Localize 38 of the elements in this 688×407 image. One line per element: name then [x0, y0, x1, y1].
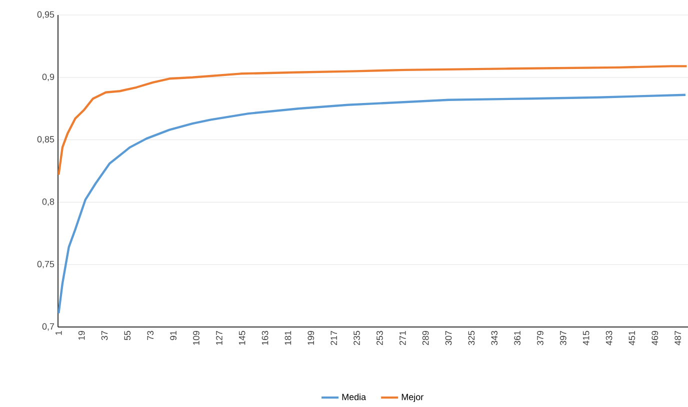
x-tick-label: 127 [216, 330, 222, 345]
x-tick-label: 289 [422, 330, 429, 346]
x-tick-label: 325 [468, 330, 475, 346]
x-tick-label: 235 [354, 330, 360, 346]
x-tick-label: 181 [284, 330, 292, 345]
x-tick-label: 145 [238, 330, 246, 345]
line-series [58, 94, 687, 314]
legend-label: Media [342, 394, 366, 400]
x-tick-label: 163 [262, 330, 268, 345]
x-tick-label: 379 [537, 330, 544, 346]
x-tick-label: 433 [606, 330, 612, 346]
y-tick-label: 0,8 [42, 198, 54, 206]
x-tick-label: 469 [652, 330, 658, 346]
x-tick-label: 19 [78, 330, 85, 340]
line-series [58, 65, 688, 176]
y-tick-label: 0,95 [37, 11, 54, 19]
x-tick-label: 271 [399, 330, 406, 346]
x-tick-label: 199 [308, 330, 314, 345]
y-tick-label: 0,9 [42, 74, 54, 82]
x-tick-label: 37 [101, 330, 108, 340]
x-tick-label: 253 [376, 330, 383, 346]
y-tick-label: 0,85 [37, 136, 54, 144]
x-tick-label: 361 [514, 330, 520, 346]
x-tick-label: 451 [628, 330, 636, 346]
x-tick-label: 343 [491, 330, 498, 346]
x-tick-label: 109 [193, 330, 200, 345]
x-tick-label: 487 [674, 330, 681, 346]
x-tick-label: 217 [330, 330, 337, 346]
y-tick-label: 0,7 [42, 323, 54, 331]
x-tick-label: 91 [170, 330, 176, 340]
x-tick-label: 397 [560, 330, 566, 346]
x-tick-label: 415 [582, 330, 590, 346]
x-tick-label: 55 [124, 330, 131, 340]
x-tick-label: 73 [147, 330, 154, 340]
x-tick-label: 307 [445, 330, 452, 346]
legend-label: Mejor [402, 394, 424, 402]
x-tick-label: 1 [56, 330, 62, 335]
y-tick-label: 0,75 [37, 260, 54, 268]
